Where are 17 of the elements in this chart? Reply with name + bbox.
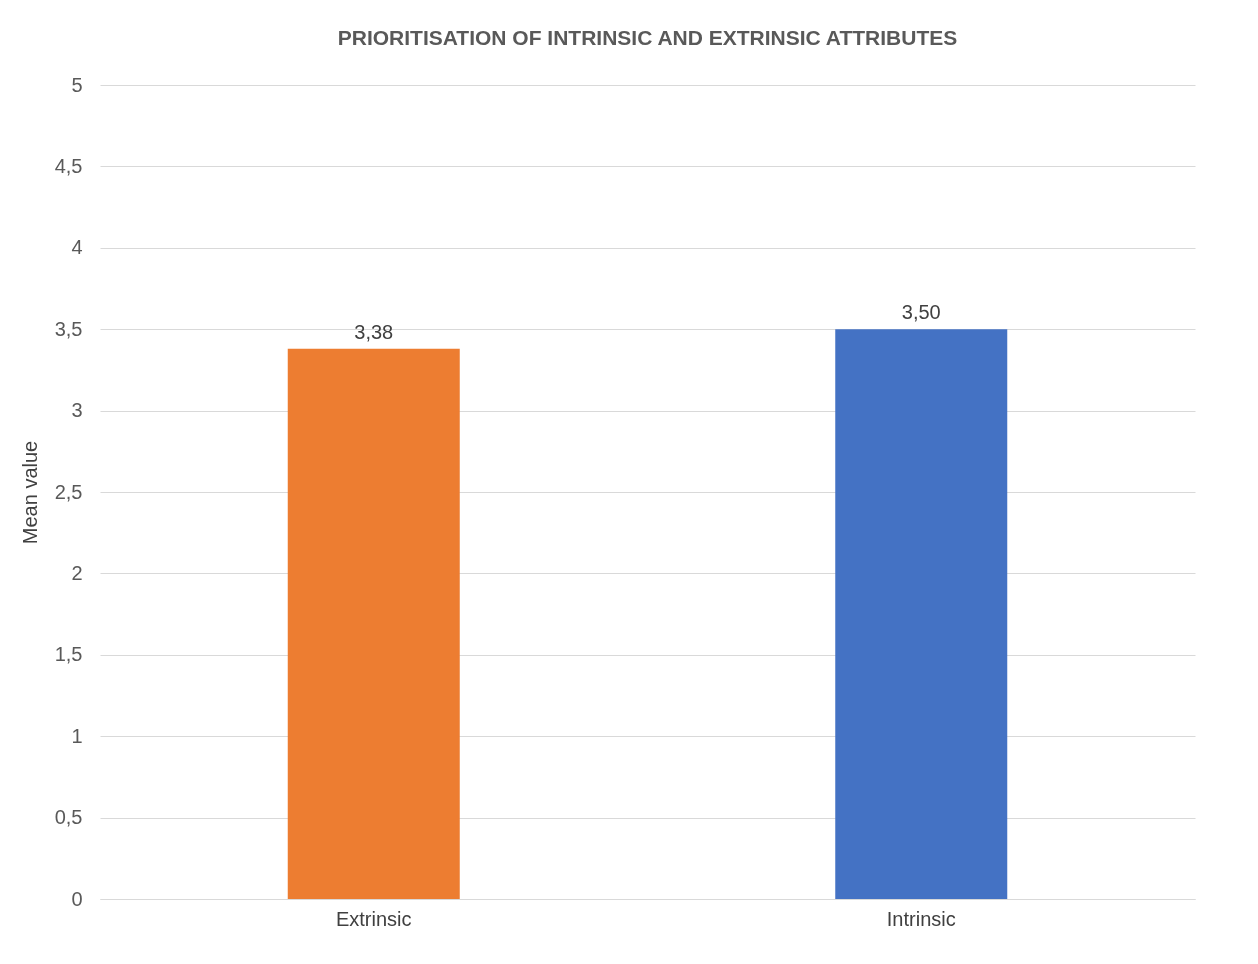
y-tick-label: 1,5 xyxy=(54,643,83,666)
y-tick-label: 3 xyxy=(71,399,83,422)
y-tick-label: 4 xyxy=(71,236,83,259)
data-label: 3,50 xyxy=(901,301,941,324)
y-tick-label: 2,5 xyxy=(54,480,83,503)
y-tick-label: 5 xyxy=(71,73,83,96)
y-tick-label: 0 xyxy=(71,887,83,910)
y-tick-label: 0,5 xyxy=(54,806,83,829)
chart-title: PRIORITISATION OF INTRINSIC AND EXTRINSIC ATTRIBUTES xyxy=(337,26,958,49)
x-tick-label: Intrinsic xyxy=(886,907,956,930)
y-axis-title: Mean value xyxy=(18,440,41,545)
y-tick-label: 4,5 xyxy=(54,154,83,177)
y-tick-label: 3,5 xyxy=(54,317,83,340)
data-label: 3,38 xyxy=(354,320,394,343)
y-tick-label: 1 xyxy=(71,724,83,747)
y-tick-label: 2 xyxy=(71,561,83,584)
x-tick-label: Extrinsic xyxy=(335,907,412,930)
